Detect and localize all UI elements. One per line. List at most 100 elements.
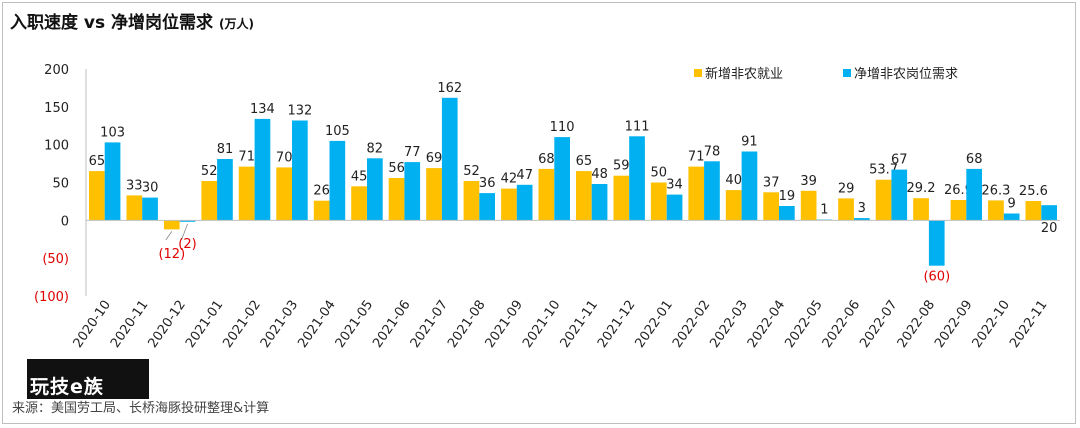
data-label: 56: [388, 161, 405, 176]
data-label: 36: [479, 176, 496, 191]
data-label: 134: [250, 102, 275, 117]
bar-series-1: [688, 166, 705, 221]
data-label: 9: [1008, 197, 1016, 212]
data-label: 20: [1041, 221, 1058, 236]
chart-title-text: 入职速度 vs 净增岗位需求: [10, 13, 214, 33]
bar-series-2: [741, 151, 758, 221]
bar-series-2: [404, 162, 421, 221]
data-label: 71: [238, 150, 255, 165]
watermark-logo-text: 玩技e族: [30, 376, 104, 398]
bar-series-1: [238, 166, 255, 221]
bar-series-1: [201, 181, 218, 221]
x-tick-label: 2022-11: [1007, 298, 1050, 351]
data-label: 1: [820, 203, 828, 218]
data-label: 26.3: [981, 183, 1010, 198]
data-label: 77: [404, 145, 421, 160]
chart-title: 入职速度 vs 净增岗位需求 (万人): [10, 8, 254, 33]
data-label: 52: [463, 164, 480, 179]
data-label: 111: [625, 119, 650, 134]
bar-series-2: [554, 137, 570, 221]
bar-series-2: [254, 118, 271, 221]
legend-swatch-1: [694, 69, 702, 77]
data-label: 45: [351, 169, 368, 184]
leader-line: [181, 223, 188, 241]
bar-series-1: [725, 190, 742, 221]
data-label: 40: [725, 173, 742, 188]
data-label: 53.7: [869, 163, 898, 178]
bar-series-2: [779, 206, 795, 221]
y-tick-label: 100: [44, 139, 69, 154]
data-label: 26.9: [944, 183, 973, 198]
data-label: 48: [591, 167, 608, 182]
data-label: 42: [501, 172, 518, 187]
bar-series-1: [576, 171, 592, 221]
bar-series-1: [800, 190, 817, 221]
data-label: 132: [287, 103, 312, 118]
bar-series-1: [426, 168, 442, 221]
data-label: 19: [779, 189, 796, 204]
bar-series-2: [142, 197, 158, 221]
data-label: (60): [923, 270, 950, 285]
bar-series-1: [875, 179, 892, 221]
bar-series-1: [126, 195, 143, 221]
bar-series-2: [891, 169, 908, 221]
bar-series-2: [329, 140, 346, 221]
bar-series-2: [104, 142, 121, 221]
y-tick-label: 0: [61, 214, 69, 229]
bar-series-2: [217, 159, 233, 221]
bar-series-2: [292, 120, 308, 221]
data-label: 162: [437, 81, 462, 96]
data-label: 69: [426, 151, 443, 166]
bar-series-1: [538, 168, 555, 221]
data-label: 47: [516, 168, 533, 183]
bar-series-1: [388, 178, 405, 221]
legend-swatch-2: [843, 69, 851, 77]
bar-series-1: [950, 200, 967, 221]
data-label: 91: [741, 134, 758, 149]
data-label: 82: [367, 141, 384, 156]
bar-series-2: [179, 220, 196, 222]
data-label: 68: [966, 152, 983, 167]
y-tick-label: (50): [42, 252, 69, 267]
data-label: 105: [325, 124, 350, 139]
data-label: (2): [178, 237, 196, 252]
bar-series-1: [463, 181, 480, 221]
data-label: 29: [838, 181, 855, 196]
bar-series-2: [479, 193, 495, 221]
bar-series-1: [89, 171, 105, 221]
bar-series-1: [650, 182, 667, 221]
data-label: 70: [276, 150, 293, 165]
data-label: 3: [858, 201, 866, 216]
data-label: 103: [100, 125, 125, 140]
data-label: 78: [704, 144, 721, 159]
bar-series-2: [516, 184, 533, 221]
bar-series-2: [666, 194, 683, 221]
data-label: 52: [201, 164, 218, 179]
bar-series-1: [838, 198, 854, 221]
data-label: 30: [142, 181, 159, 196]
data-label: 81: [217, 142, 234, 157]
leader-line: [165, 231, 173, 241]
data-label: 33: [126, 178, 143, 193]
bar-series-1: [913, 198, 929, 221]
bar-series-2: [854, 218, 870, 221]
data-label: 26: [313, 184, 330, 199]
data-label: 37: [763, 175, 780, 190]
bar-series-2: [441, 97, 458, 221]
chart-title-unit: (万人): [219, 17, 255, 31]
y-tick-label: 200: [44, 63, 69, 78]
bar-series-2: [629, 136, 645, 221]
bar-series-2: [367, 158, 383, 221]
y-tick-label: 150: [44, 101, 69, 116]
bar-series-1: [313, 200, 330, 221]
bar-series-1: [276, 167, 292, 221]
y-tick-label: (100): [34, 290, 69, 305]
data-label: 34: [666, 178, 683, 193]
bar-series-2: [928, 220, 945, 266]
watermark-logo: [27, 359, 149, 399]
bar-series-1: [613, 175, 630, 221]
legend-label-1: 新增非农就业: [705, 66, 783, 82]
data-label: 68: [538, 152, 555, 167]
bar-series-1: [501, 188, 517, 221]
